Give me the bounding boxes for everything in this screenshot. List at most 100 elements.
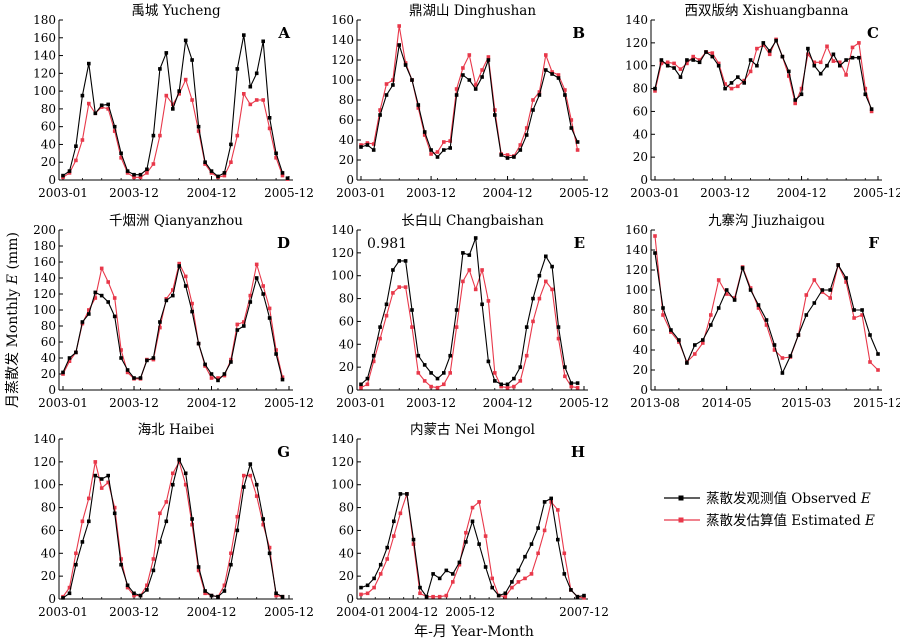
data-point — [569, 588, 573, 592]
data-point — [196, 565, 201, 569]
data-point — [209, 372, 214, 376]
data-point — [709, 323, 713, 327]
data-point — [177, 460, 181, 464]
x-tick-label: 2004-12 — [483, 396, 533, 410]
data-point — [457, 560, 462, 565]
data-point — [812, 278, 817, 282]
data-point — [385, 557, 389, 561]
data-point — [222, 372, 227, 376]
series-observed — [61, 457, 285, 600]
data-point — [480, 75, 484, 79]
data-point — [67, 359, 72, 363]
data-point — [524, 133, 529, 137]
panels: 0 20 40 60 80 100 120 140 160 180 2003-01 2003-12 20… — [33, 3, 900, 619]
data-point — [454, 93, 459, 97]
panel-letter: G — [277, 443, 290, 461]
legend-label-observed: 蒸散发观测值 Observed E — [706, 491, 871, 507]
data-point — [464, 530, 468, 535]
data-point — [125, 583, 130, 588]
data-point — [537, 93, 542, 97]
data-point — [467, 268, 472, 272]
series-line — [654, 37, 873, 112]
x-tick-label: 2004-12 — [777, 186, 827, 200]
data-point — [229, 160, 233, 164]
data-point — [669, 328, 673, 332]
series-observed — [653, 38, 874, 111]
legend: 蒸散发观测值 Observed E 蒸散发估算值 Estimated E — [664, 491, 875, 529]
data-point — [365, 583, 370, 588]
legend-label-estimated: 蒸散发估算值 Estimated E — [706, 513, 875, 529]
data-point — [203, 591, 207, 596]
data-point — [524, 126, 529, 130]
data-point — [575, 148, 580, 152]
y-tick-label: 80 — [41, 102, 56, 116]
panel-title: 长白山 Changbaishan — [401, 213, 544, 229]
data-point — [254, 98, 259, 102]
y-tick-label: 180 — [33, 239, 56, 253]
y-tick-label: 140 — [33, 49, 56, 63]
data-point — [67, 591, 72, 596]
data-point — [183, 38, 188, 43]
data-point — [499, 382, 503, 387]
y-tick-label: 20 — [41, 155, 56, 169]
data-point — [248, 473, 253, 478]
data-point — [365, 376, 370, 381]
data-point — [112, 511, 117, 516]
data-point — [397, 259, 401, 263]
data-point — [710, 54, 715, 59]
data-point — [503, 591, 508, 596]
data-point — [486, 58, 491, 62]
y-tick-label: 140 — [331, 33, 354, 47]
data-point — [562, 551, 567, 556]
y-tick-label: 120 — [625, 263, 648, 277]
data-point — [183, 284, 188, 288]
data-point — [556, 76, 561, 80]
panel-letter: B — [572, 24, 585, 42]
data-point — [701, 341, 705, 345]
data-point — [384, 82, 389, 86]
data-point — [812, 301, 817, 305]
data-point — [531, 319, 535, 324]
data-point — [378, 572, 383, 576]
data-point — [467, 253, 472, 257]
data-point — [151, 133, 156, 138]
data-point — [442, 148, 446, 152]
data-point — [653, 89, 657, 93]
y-tick-label: 80 — [633, 82, 648, 96]
data-point — [505, 153, 510, 157]
data-point — [499, 153, 503, 157]
data-point — [437, 576, 442, 581]
data-point — [820, 290, 825, 294]
data-point — [537, 296, 542, 301]
data-point — [422, 379, 427, 383]
y-tick-label: 120 — [33, 455, 56, 469]
data-point — [518, 148, 523, 152]
data-point — [93, 460, 98, 464]
data-point — [391, 78, 395, 82]
data-point — [254, 482, 259, 487]
x-tick-label: 2003-12 — [109, 605, 159, 619]
panel-title: 西双版纳 Xishuangbanna — [684, 3, 848, 19]
y-tick-label: 100 — [331, 73, 354, 87]
data-point — [685, 361, 689, 365]
panel-title: 千烟洲 Qianyanzhou — [109, 213, 243, 229]
data-point — [512, 155, 516, 159]
data-point — [529, 542, 534, 546]
data-point — [119, 562, 123, 567]
data-point — [876, 368, 880, 372]
data-point — [138, 175, 143, 180]
data-point — [151, 568, 156, 573]
data-point — [424, 594, 429, 599]
x-axis-label: 年-月 Year-Month — [414, 624, 534, 640]
data-point — [242, 473, 246, 478]
data-point — [385, 545, 389, 550]
data-point — [378, 325, 382, 329]
data-point — [723, 86, 727, 91]
x-tick-label: 2004-12 — [187, 605, 237, 619]
data-point — [397, 24, 401, 28]
series-line — [62, 263, 284, 382]
data-point — [454, 325, 459, 329]
panel-title: 禹城 Yucheng — [131, 3, 221, 19]
data-point — [799, 86, 804, 91]
